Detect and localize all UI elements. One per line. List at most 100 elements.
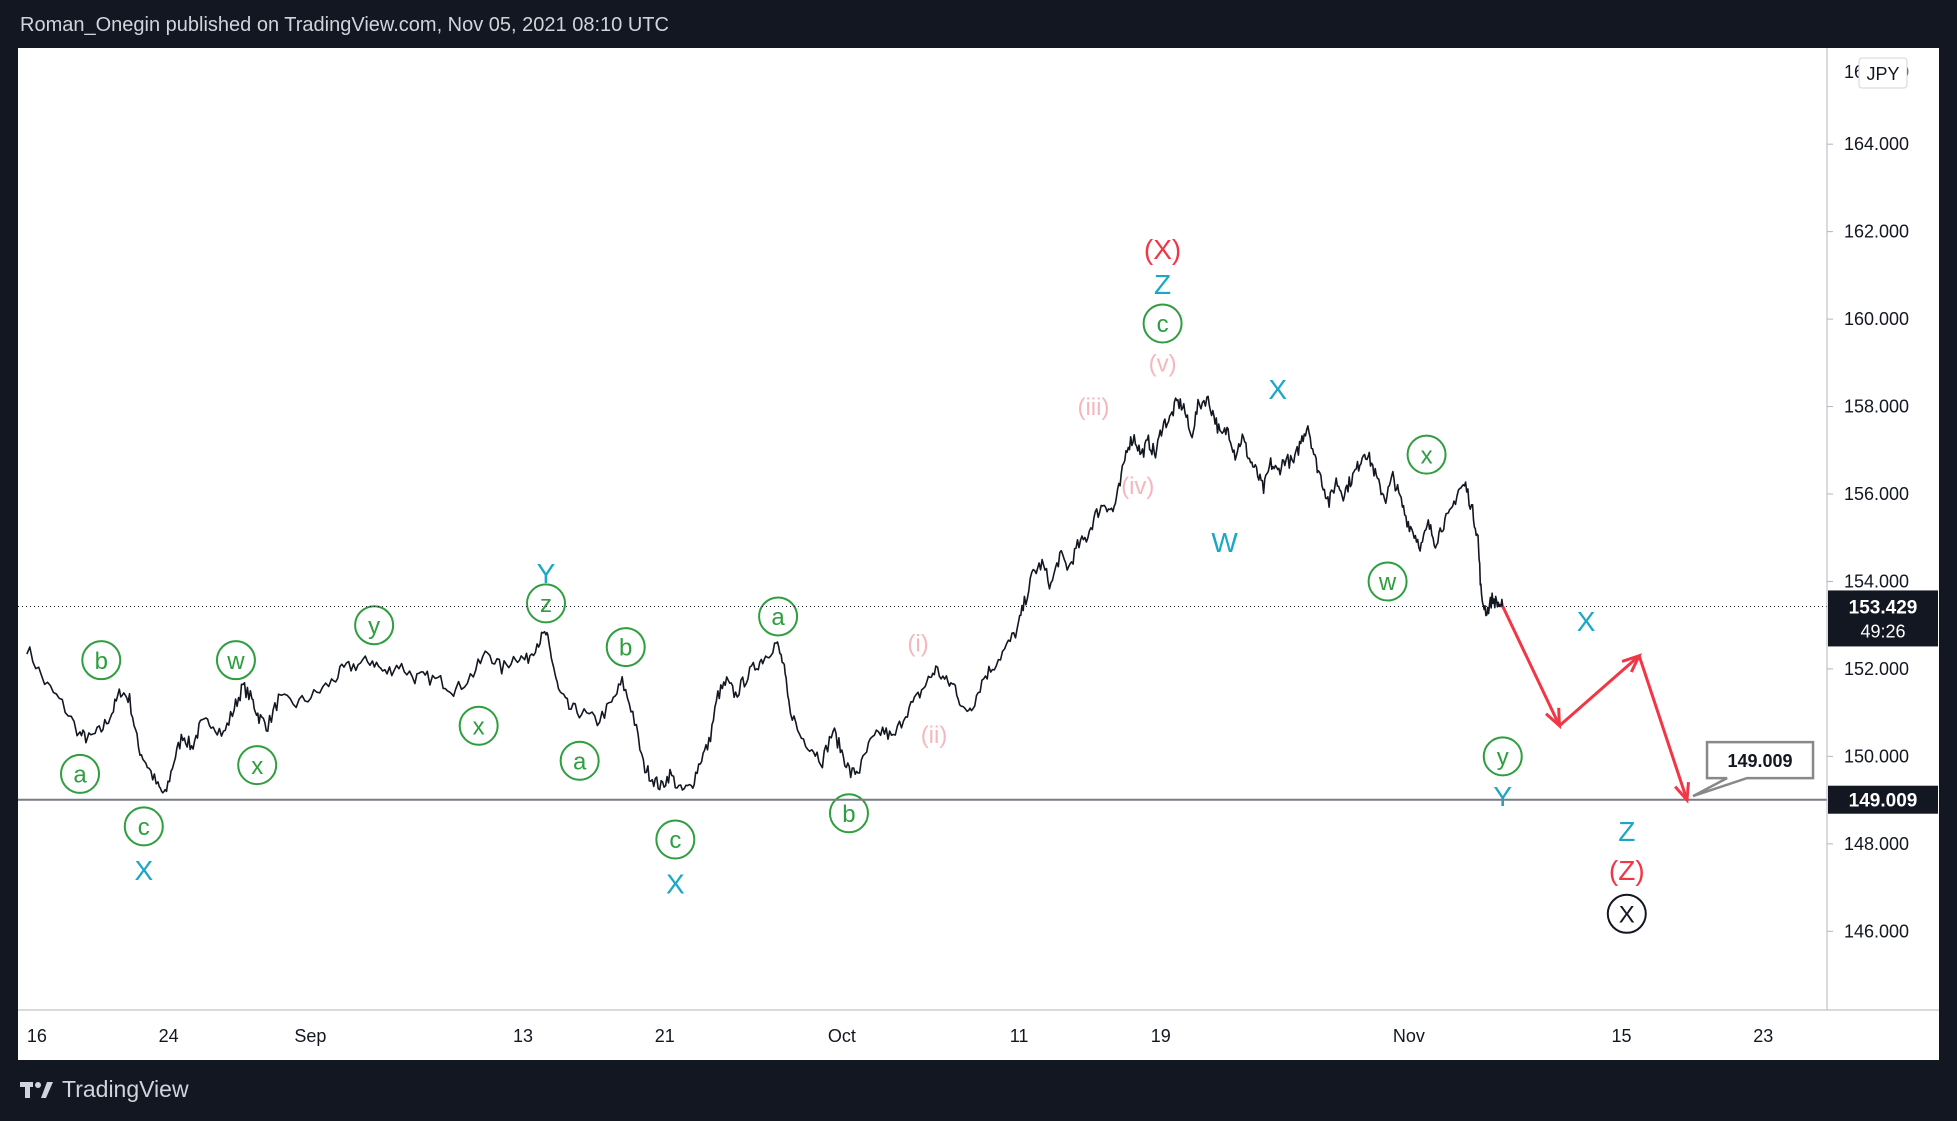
price-axis[interactable]: 146.000 148.000 150.000 152.000 154.000 156.0… <box>1827 62 1909 941</box>
price-chart[interactable]: abcXwxyxYzabcXab(i)(ii)(iii)(iv)(v)cZ(X)… <box>18 48 1939 1060</box>
wave-label-intermediate[interactable]: Z <box>1154 269 1171 300</box>
wave-label-subwave[interactable]: (v) <box>1149 350 1177 377</box>
wave-label-text: (Z) <box>1609 855 1645 886</box>
wave-label-minor[interactable]: w <box>215 640 256 681</box>
projection-segment[interactable] <box>1637 655 1689 801</box>
time-tick-label: 15 <box>1611 1026 1631 1046</box>
wave-label-intermediate[interactable]: Y <box>1493 781 1512 812</box>
wave-label-text: b <box>95 648 108 675</box>
projection-segment[interactable] <box>1501 605 1561 727</box>
wave-label-text: z <box>540 591 552 618</box>
wave-label-subwave[interactable]: (ii) <box>921 722 948 749</box>
wave-label-text: a <box>573 748 587 775</box>
wave-label-text: x <box>1421 442 1433 469</box>
time-tick-label: 21 <box>655 1026 675 1046</box>
wave-label-text: (X) <box>1144 234 1181 265</box>
wave-label-intermediate[interactable]: X <box>1268 374 1287 405</box>
wave-label-minor[interactable]: b <box>81 640 122 681</box>
wave-label-text: b <box>619 635 632 662</box>
wave-label-text: (ii) <box>921 722 948 749</box>
wave-label-minor[interactable]: x <box>237 745 278 786</box>
wave-label-text: x <box>473 713 485 740</box>
wave-label-text: x <box>251 753 263 780</box>
wave-label-subwave[interactable]: (iv) <box>1121 473 1154 500</box>
wave-label-circle <box>559 740 600 781</box>
wave-label-circle <box>1606 893 1647 934</box>
wave-label-text: a <box>771 604 785 631</box>
wave-label-minor[interactable]: c <box>123 806 164 847</box>
wave-label-minor[interactable]: z <box>525 583 566 624</box>
target-callout[interactable]: 149.009 <box>1692 740 1815 798</box>
wave-label-text: X <box>134 855 153 886</box>
wave-label-minor[interactable]: a <box>758 596 799 637</box>
wave-label-minor[interactable]: y <box>354 605 395 646</box>
wave-label-text: w <box>226 648 245 675</box>
wave-label-text: c <box>138 814 150 841</box>
wave-label-intermediate[interactable]: X <box>1577 606 1596 637</box>
wave-label-minor[interactable]: c <box>1142 303 1183 344</box>
wave-label-black[interactable]: X <box>1606 893 1647 934</box>
currency-badge-label: JPY <box>1866 64 1899 84</box>
time-axis[interactable]: 16 24 Sep 13 21 Oct 11 19 Nov 15 23 <box>27 1026 1773 1046</box>
wave-label-text: Z <box>1618 816 1635 847</box>
wave-label-circle <box>828 793 869 834</box>
price-series-line[interactable] <box>26 395 1504 794</box>
wave-label-text: Y <box>1493 781 1512 812</box>
wave-label-minor[interactable]: w <box>1367 561 1408 602</box>
publisher-line: Roman_Onegin published on TradingView.co… <box>20 14 669 36</box>
wave-label-circle <box>1482 736 1523 777</box>
wave-label-minor[interactable]: x <box>458 705 499 746</box>
wave-label-circle <box>215 640 256 681</box>
target-callout-value: 149.009 <box>1727 751 1792 771</box>
wave-label-circle <box>525 583 566 624</box>
wave-label-intermediate[interactable]: X <box>134 855 153 886</box>
wave-label-intermediate[interactable]: W <box>1211 527 1238 558</box>
wave-label-circle <box>1406 434 1447 475</box>
tradingview-footer[interactable]: TradingView <box>20 1076 189 1103</box>
wave-label-circle <box>758 596 799 637</box>
wave-label-intermediate[interactable]: Z <box>1618 816 1635 847</box>
time-tick-label: 23 <box>1753 1026 1773 1046</box>
price-tick-label: 156.000 <box>1844 484 1909 504</box>
wave-label-minor[interactable]: a <box>559 740 600 781</box>
wave-label-minor[interactable]: c <box>655 819 696 860</box>
wave-label-intermediate[interactable]: X <box>666 868 685 899</box>
time-tick-label: 13 <box>513 1026 533 1046</box>
wave-label-subwave[interactable]: (i) <box>907 630 928 657</box>
currency-badge[interactable]: JPY <box>1858 57 1908 89</box>
wave-label-minor[interactable]: y <box>1482 736 1523 777</box>
wave-label-primary[interactable]: (Z) <box>1609 855 1645 886</box>
wave-label-text: Y <box>537 558 556 589</box>
projection-segment[interactable] <box>1558 654 1641 727</box>
wave-label-minor[interactable]: a <box>60 753 101 794</box>
wave-label-text: (v) <box>1149 350 1177 377</box>
time-tick-label: 11 <box>1010 1026 1029 1046</box>
wave-label-circle <box>458 705 499 746</box>
time-tick-label: Oct <box>828 1026 856 1046</box>
wave-label-minor[interactable]: b <box>828 793 869 834</box>
wave-label-text: W <box>1211 527 1238 558</box>
wave-label-intermediate[interactable]: Y <box>537 558 556 589</box>
time-tick-label: Nov <box>1393 1026 1425 1046</box>
wave-label-text: (i) <box>907 630 928 657</box>
tradingview-logo-icon <box>20 1081 53 1098</box>
wave-label-subwave[interactable]: (iii) <box>1077 394 1109 421</box>
price-tick-label: 152.000 <box>1844 659 1909 679</box>
bar-countdown: 49:26 <box>1860 621 1905 641</box>
time-tick-label: 16 <box>27 1026 47 1046</box>
wave-label-circle <box>60 753 101 794</box>
wave-label-text: X <box>1619 901 1635 928</box>
price-series-layer <box>18 395 1827 801</box>
support-price-label: 149.009 <box>1828 785 1938 814</box>
wave-label-circle <box>605 627 646 668</box>
wave-label-minor[interactable]: x <box>1406 434 1447 475</box>
current-price-value: 153.429 <box>1849 597 1918 618</box>
time-tick-label: Sep <box>294 1026 326 1046</box>
wave-label-circle <box>655 819 696 860</box>
wave-label-text: c <box>669 827 681 854</box>
wave-label-minor[interactable]: b <box>605 627 646 668</box>
time-tick-label: 19 <box>1151 1026 1171 1046</box>
wave-label-text: y <box>368 613 380 640</box>
wave-label-primary[interactable]: (X) <box>1144 234 1181 265</box>
